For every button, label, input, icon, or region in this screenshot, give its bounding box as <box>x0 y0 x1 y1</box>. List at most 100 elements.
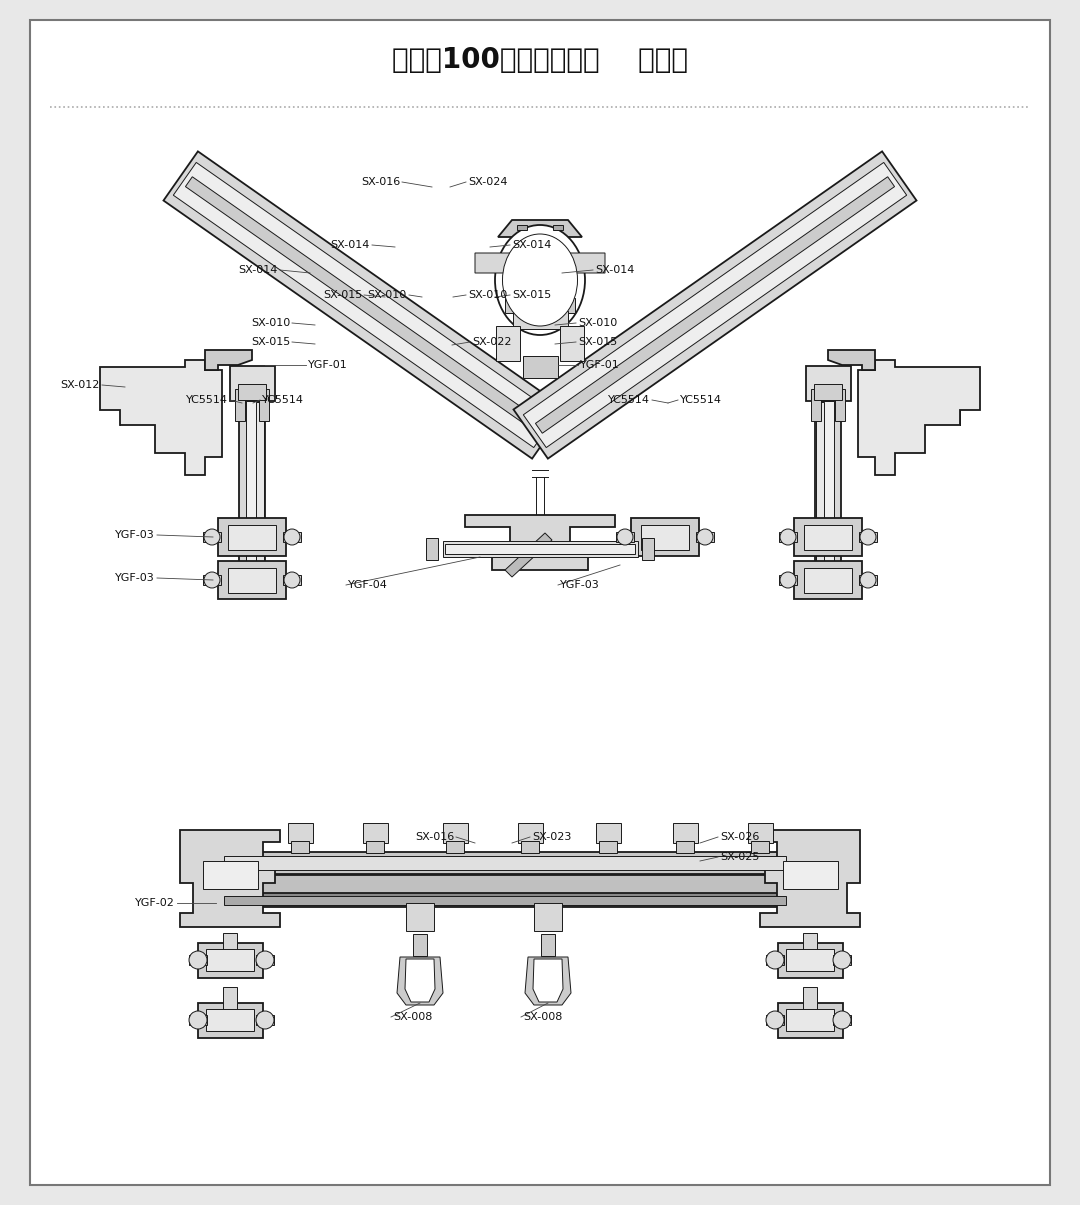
Text: SX-012: SX-012 <box>60 380 100 390</box>
Text: SX-024: SX-024 <box>468 177 508 187</box>
Text: YC5514: YC5514 <box>608 395 650 405</box>
Bar <box>222 875 787 895</box>
Bar <box>222 852 787 874</box>
Ellipse shape <box>495 225 585 335</box>
Polygon shape <box>525 957 571 1005</box>
Bar <box>222 893 787 907</box>
Polygon shape <box>513 152 917 459</box>
Text: SX-014: SX-014 <box>330 240 370 249</box>
Bar <box>198 942 262 977</box>
Bar <box>595 823 621 844</box>
Bar <box>496 325 519 360</box>
Circle shape <box>860 572 876 588</box>
Polygon shape <box>186 177 544 434</box>
Polygon shape <box>180 830 280 927</box>
Bar <box>218 562 286 599</box>
Bar <box>822 401 834 574</box>
Polygon shape <box>498 221 582 237</box>
Bar <box>751 841 769 853</box>
Bar <box>561 325 584 360</box>
Text: SX-015: SX-015 <box>323 290 362 300</box>
Text: SX-026: SX-026 <box>720 831 759 842</box>
Bar <box>811 389 821 421</box>
Bar <box>228 524 276 549</box>
Bar <box>426 537 438 560</box>
Bar <box>287 823 312 844</box>
Bar <box>228 568 276 593</box>
Bar <box>779 575 797 584</box>
Polygon shape <box>534 959 563 1003</box>
Bar <box>246 401 258 574</box>
Bar <box>256 1015 274 1025</box>
Circle shape <box>204 572 220 588</box>
Circle shape <box>284 529 300 545</box>
Polygon shape <box>536 177 894 434</box>
Bar <box>786 950 834 971</box>
Bar <box>833 956 851 965</box>
Circle shape <box>766 951 784 969</box>
Circle shape <box>833 1011 851 1029</box>
Text: SX-010: SX-010 <box>468 290 508 300</box>
Bar <box>222 933 237 951</box>
Polygon shape <box>405 959 435 1003</box>
Bar <box>642 524 689 549</box>
Bar <box>229 365 274 400</box>
Circle shape <box>780 529 796 545</box>
Bar <box>406 903 434 931</box>
Text: SX-015: SX-015 <box>512 290 551 300</box>
Bar <box>599 841 617 853</box>
Bar <box>445 543 635 554</box>
Bar <box>804 524 852 549</box>
Bar <box>513 311 567 329</box>
Bar <box>747 823 772 844</box>
Bar <box>766 1015 784 1025</box>
Polygon shape <box>173 163 556 447</box>
Circle shape <box>780 572 796 588</box>
Bar <box>189 956 207 965</box>
Bar <box>541 934 555 956</box>
Text: SX-010: SX-010 <box>368 290 407 300</box>
Bar <box>631 518 699 556</box>
Bar <box>642 537 654 560</box>
Bar <box>239 400 265 575</box>
Bar <box>816 402 824 572</box>
Text: SX-023: SX-023 <box>532 831 571 842</box>
Bar <box>235 389 245 421</box>
Polygon shape <box>465 515 615 570</box>
Bar <box>222 987 237 1009</box>
Polygon shape <box>163 152 567 459</box>
Bar <box>794 518 862 556</box>
Text: YGF-04: YGF-04 <box>348 580 388 590</box>
Ellipse shape <box>502 234 578 327</box>
Text: SX-014: SX-014 <box>239 265 278 275</box>
Text: SX-022: SX-022 <box>472 337 512 347</box>
Bar <box>859 531 877 542</box>
Bar <box>553 224 563 229</box>
Bar <box>256 956 274 965</box>
Bar <box>517 823 542 844</box>
Text: SX-014: SX-014 <box>512 240 552 249</box>
Text: SX-010: SX-010 <box>578 318 618 328</box>
Text: SX-008: SX-008 <box>393 1012 432 1022</box>
Bar <box>804 568 852 593</box>
Polygon shape <box>475 253 519 274</box>
Bar <box>778 942 842 977</box>
Bar <box>446 841 464 853</box>
Bar <box>203 575 221 584</box>
Bar <box>224 895 786 905</box>
Bar <box>804 987 816 1009</box>
Text: SX-025: SX-025 <box>720 852 759 862</box>
Text: SX-016: SX-016 <box>361 177 400 187</box>
Text: YGF-03: YGF-03 <box>561 580 599 590</box>
Bar <box>198 1003 262 1038</box>
Circle shape <box>256 1011 274 1029</box>
Polygon shape <box>205 349 252 370</box>
Bar <box>517 224 527 229</box>
Bar <box>206 1009 254 1031</box>
Polygon shape <box>524 163 907 447</box>
Bar <box>523 355 557 378</box>
Text: 阳光房100环保节能系列    节点图: 阳光房100环保节能系列 节点图 <box>392 46 688 74</box>
Bar <box>616 531 634 542</box>
Text: SX-008: SX-008 <box>523 1012 563 1022</box>
Circle shape <box>284 572 300 588</box>
